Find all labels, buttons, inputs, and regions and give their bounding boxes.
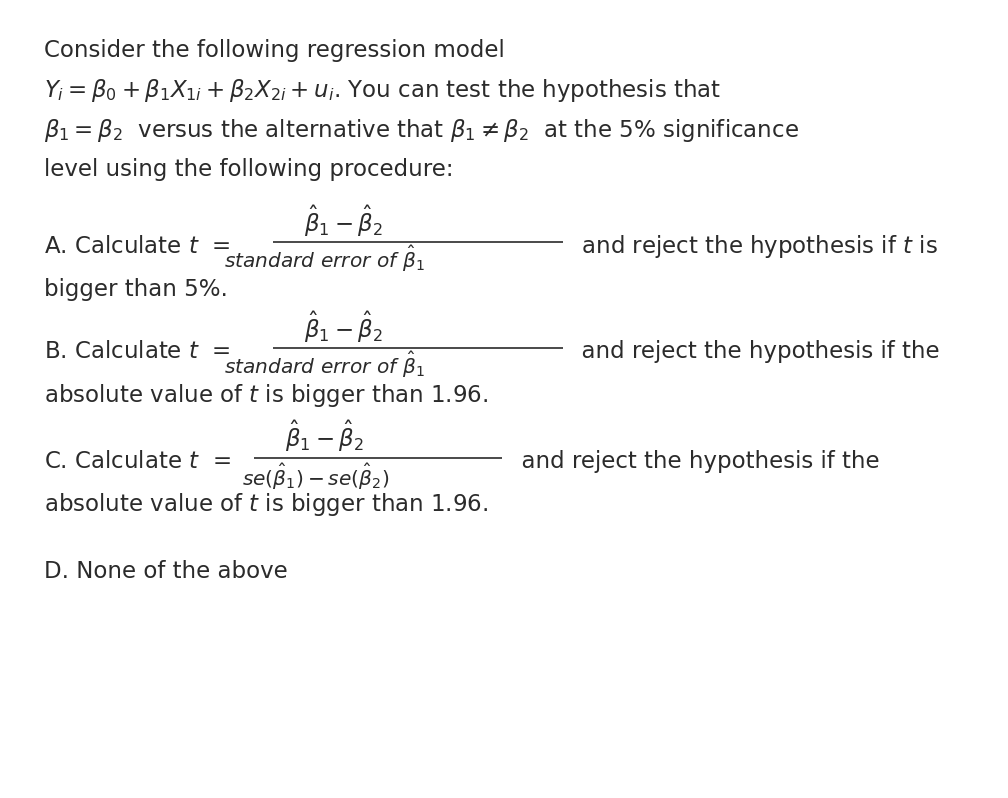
Text: B. Calculate $t$  =: B. Calculate $t$ = — [44, 341, 231, 363]
Text: bigger than 5%.: bigger than 5%. — [44, 278, 228, 301]
Text: $\mathit{standard\ error\ of\ \hat{\beta}_1}$: $\mathit{standard\ error\ of\ \hat{\beta… — [224, 350, 425, 381]
Text: Consider the following regression model: Consider the following regression model — [44, 38, 505, 61]
Text: and reject the hypothesis if the: and reject the hypothesis if the — [568, 341, 939, 363]
Text: A. Calculate $t$  =: A. Calculate $t$ = — [44, 235, 231, 258]
Text: D. None of the above: D. None of the above — [44, 560, 288, 583]
Text: $Y_i = \beta_0 + \beta_1 X_{1i} + \beta_2 X_{2i} + u_i$. You can test the hypoth: $Y_i = \beta_0 + \beta_1 X_{1i} + \beta_… — [44, 77, 722, 105]
Text: $\mathit{standard\ error\ of\ \hat{\beta}_1}$: $\mathit{standard\ error\ of\ \hat{\beta… — [224, 244, 425, 275]
Text: $\hat{\beta}_1-\hat{\beta}_2$: $\hat{\beta}_1-\hat{\beta}_2$ — [285, 418, 364, 453]
Text: C. Calculate $t$  =: C. Calculate $t$ = — [44, 450, 231, 473]
Text: $\mathit{se(\hat{\beta}_1)-se(\hat{\beta}_2)}$: $\mathit{se(\hat{\beta}_1)-se(\hat{\beta… — [242, 462, 389, 492]
Text: $\beta_1 = \beta_2$  versus the alternative that $\beta_1 \neq \beta_2$  at the : $\beta_1 = \beta_2$ versus the alternati… — [44, 117, 799, 144]
Text: $\hat{\beta}_1-\hat{\beta}_2$: $\hat{\beta}_1-\hat{\beta}_2$ — [303, 204, 383, 239]
Text: absolute value of $t$ is bigger than 1.96.: absolute value of $t$ is bigger than 1.9… — [44, 492, 489, 519]
Text: $\hat{\beta}_1-\hat{\beta}_2$: $\hat{\beta}_1-\hat{\beta}_2$ — [303, 310, 383, 346]
Text: level using the following procedure:: level using the following procedure: — [44, 158, 454, 181]
Text: and reject the hypothesis if $t$ is: and reject the hypothesis if $t$ is — [568, 232, 938, 259]
Text: and reject the hypothesis if the: and reject the hypothesis if the — [507, 450, 879, 473]
Text: absolute value of $t$ is bigger than 1.96.: absolute value of $t$ is bigger than 1.9… — [44, 381, 489, 409]
